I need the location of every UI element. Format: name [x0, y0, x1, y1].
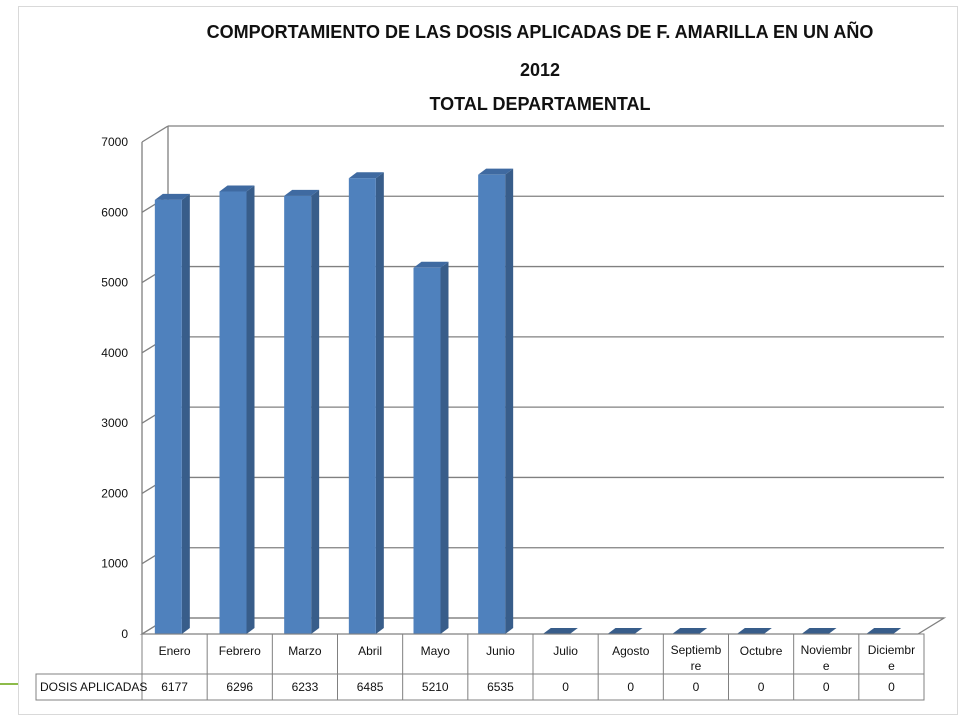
- x-tick-label: Marzo: [288, 644, 322, 658]
- data-label: 6177: [161, 680, 188, 694]
- slide-accent-line: [0, 683, 18, 685]
- bar-top: [219, 185, 255, 192]
- y-tick-label: 3000: [101, 416, 128, 430]
- y-tick-label: 2000: [101, 486, 128, 500]
- bar-zero: [801, 628, 837, 634]
- chart-subtitle-year: 2012: [519, 60, 561, 80]
- x-tick-label: Junio: [486, 644, 515, 658]
- bar-zero: [607, 628, 643, 634]
- x-tick-label: Agosto: [612, 644, 650, 658]
- y-tick-label: 6000: [101, 205, 128, 219]
- x-tick-label: Septiemb: [671, 643, 722, 657]
- bar: [478, 174, 506, 634]
- legend-series-name: DOSIS APLICADAS: [40, 680, 147, 694]
- bar-side: [440, 261, 449, 634]
- bar-top: [348, 172, 384, 179]
- bar-top: [154, 193, 190, 200]
- data-label: 0: [758, 680, 765, 694]
- bar-top: [478, 168, 514, 175]
- x-tick-label: Octubre: [740, 644, 783, 658]
- bar-side: [181, 193, 190, 634]
- grid-diagonal: [141, 125, 169, 143]
- x-tick-label: e: [888, 659, 895, 673]
- x-tick-label: Febrero: [219, 644, 261, 658]
- bar-top: [284, 189, 320, 196]
- x-tick-label: Abril: [358, 644, 382, 658]
- bar: [284, 195, 312, 634]
- x-tick-label: e: [823, 659, 830, 673]
- data-label: 0: [627, 680, 634, 694]
- table-value-row: [35, 673, 925, 701]
- x-tick-label: Diciembr: [868, 643, 915, 657]
- data-label: 6296: [226, 680, 253, 694]
- bar-side: [246, 185, 255, 634]
- bar-side: [311, 189, 320, 634]
- y-tick-label: 7000: [101, 135, 128, 149]
- bar-side: [375, 172, 384, 634]
- data-label: 0: [693, 680, 700, 694]
- x-tick-label: Mayo: [421, 644, 451, 658]
- chart-subtitle-scope: TOTAL DEPARTAMENTAL: [429, 94, 651, 114]
- chart-title: COMPORTAMIENTO DE LAS DOSIS APLICADAS DE…: [206, 22, 874, 42]
- y-tick-label: 0: [121, 627, 128, 641]
- x-tick-label: Noviembr: [801, 643, 852, 657]
- y-tick-label: 1000: [101, 557, 128, 571]
- bar-zero: [866, 628, 902, 634]
- data-label: 0: [823, 680, 830, 694]
- bar-zero: [542, 628, 578, 634]
- bar-side: [505, 168, 514, 634]
- bar-zero: [736, 628, 772, 634]
- x-tick-label: Enero: [159, 644, 191, 658]
- data-label: 0: [562, 680, 569, 694]
- y-tick-label: 4000: [101, 346, 128, 360]
- x-tick-label: Julio: [553, 644, 578, 658]
- data-label: 6535: [487, 680, 514, 694]
- bar: [413, 267, 441, 634]
- bar-zero: [672, 628, 708, 634]
- bar: [154, 199, 182, 634]
- bar: [219, 191, 247, 634]
- x-tick-label: re: [691, 659, 702, 673]
- data-label: 6233: [292, 680, 319, 694]
- bar: [348, 178, 376, 634]
- bar-top: [413, 261, 449, 268]
- data-label: 6485: [357, 680, 384, 694]
- y-tick-label: 5000: [101, 276, 128, 290]
- data-label: 0: [888, 680, 895, 694]
- data-label: 5210: [422, 680, 449, 694]
